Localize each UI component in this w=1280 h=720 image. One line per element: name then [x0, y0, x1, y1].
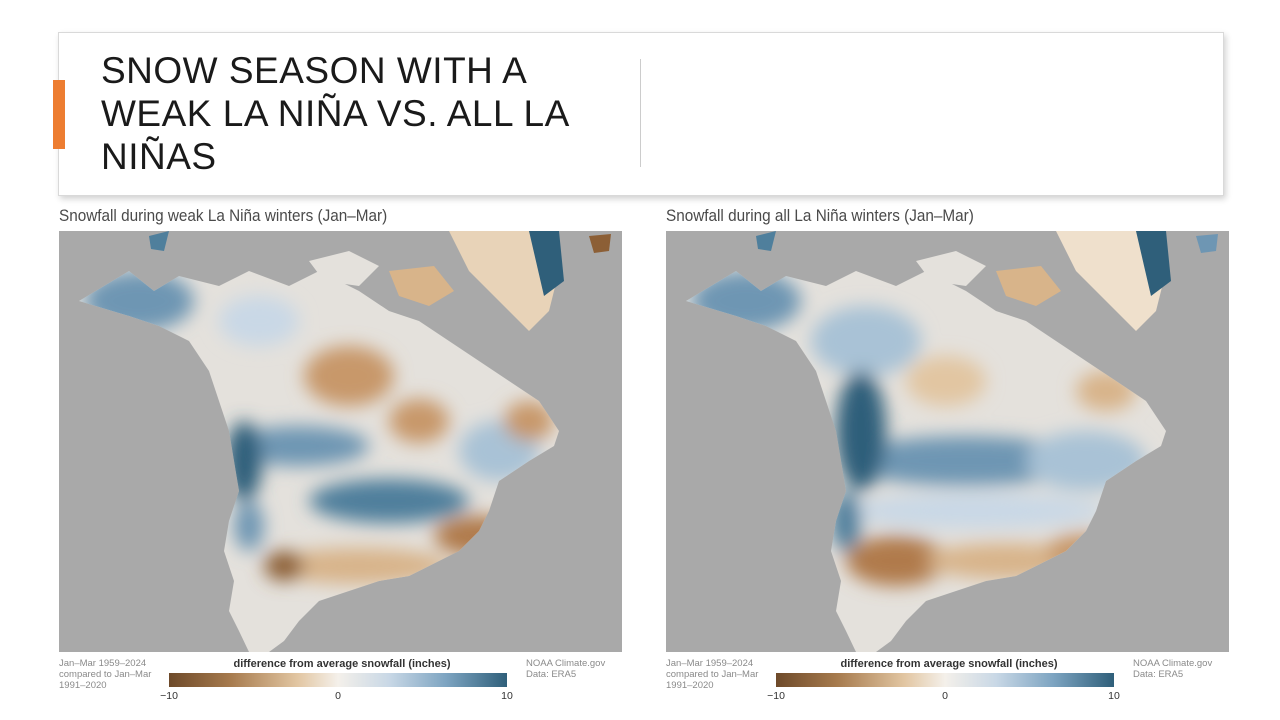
source-credit: NOAA Climate.gov Data: ERA5: [1133, 658, 1213, 680]
legend-tick-min: −10: [767, 690, 785, 702]
legend-tick-zero: 0: [942, 690, 948, 702]
panel-all-la-nina: Snowfall during all La Niña winters (Jan…: [664, 204, 1234, 710]
slide-title[interactable]: SNOW SEASON WITH A WEAK LA NIÑA VS. ALL …: [101, 50, 568, 177]
legend-tick-max: 10: [1108, 690, 1120, 702]
panel-title: Snowfall during weak La Niña winters (Ja…: [59, 206, 388, 225]
snowfall-map-all: [666, 231, 1229, 652]
legend-tick-zero: 0: [335, 690, 341, 702]
period-footnote: Jan–Mar 1959–2024 compared to Jan–Mar 19…: [666, 658, 759, 691]
panel-weak-la-nina: Snowfall during weak La Niña winters (Ja…: [57, 204, 627, 710]
title-divider: [640, 59, 641, 167]
period-footnote: Jan–Mar 1959–2024 compared to Jan–Mar 19…: [59, 658, 152, 691]
legend-title: difference from average snowfall (inches…: [840, 658, 1058, 670]
legend-tick-max: 10: [501, 690, 513, 702]
accent-bar: [53, 80, 65, 149]
map-graphic: [59, 231, 622, 652]
legend-color-bar: [169, 673, 507, 687]
source-credit: NOAA Climate.gov Data: ERA5: [526, 658, 606, 680]
panel-title: Snowfall during all La Niña winters (Jan…: [666, 206, 974, 225]
legend-color-bar: [776, 673, 1114, 687]
title-card: SNOW SEASON WITH A WEAK LA NIÑA VS. ALL …: [53, 32, 1224, 196]
map-graphic: [666, 231, 1229, 652]
legend-title: difference from average snowfall (inches…: [233, 658, 451, 670]
legend-tick-min: −10: [160, 690, 178, 702]
snowfall-map-weak: [59, 231, 622, 652]
